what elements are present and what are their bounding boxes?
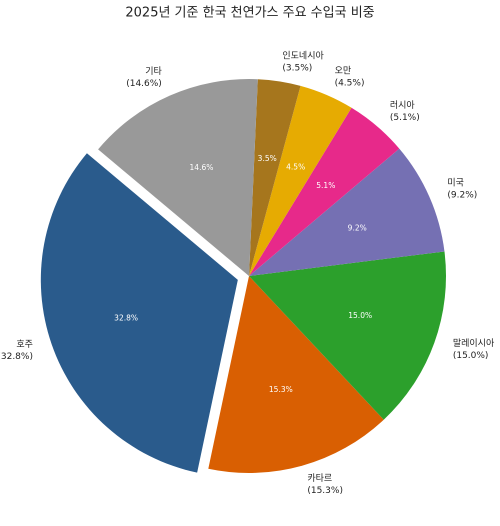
slice-value-label: 14.6% bbox=[190, 163, 214, 172]
pie-slice bbox=[249, 148, 445, 276]
slice-percent-label: (3.5%) bbox=[282, 63, 312, 73]
slice-value-label: 32.8% bbox=[114, 313, 138, 322]
slice-percent-label: (5.1%) bbox=[390, 113, 420, 123]
pie-slice bbox=[208, 276, 384, 473]
slice-value-label: 5.1% bbox=[316, 181, 335, 190]
slice-percent-label: (9.2%) bbox=[447, 190, 477, 200]
slice-value-label: 15.3% bbox=[269, 385, 293, 394]
slice-category-label: 미국 bbox=[447, 177, 464, 188]
slice-category-label: 인도네시아 bbox=[282, 50, 324, 61]
slice-percent-label: (4.5%) bbox=[335, 78, 365, 88]
pie-slice bbox=[98, 79, 258, 276]
slice-category-label: 말레이시아 bbox=[453, 337, 495, 349]
slice-percent-label: (15.3%) bbox=[307, 486, 343, 496]
pie-slice bbox=[40, 153, 238, 473]
slice-value-label: 3.5% bbox=[258, 154, 277, 163]
pie-slice bbox=[249, 79, 301, 276]
slice-category-label: 오만 bbox=[335, 65, 352, 76]
slice-category-label: 러시아 bbox=[390, 100, 416, 111]
chart-title: 2025년 기준 한국 천연가스 주요 수입국 비중 bbox=[125, 6, 374, 21]
slice-category-label: 카타르 bbox=[307, 473, 332, 484]
slice-value-label: 9.2% bbox=[348, 223, 367, 232]
pie-slice bbox=[249, 251, 446, 420]
slice-category-label: 기타 bbox=[145, 66, 162, 77]
slice-percent-label: (32.8%) bbox=[0, 352, 33, 362]
pie-slice bbox=[249, 85, 352, 276]
slice-percent-label: (15.0%) bbox=[453, 351, 489, 361]
slice-category-label: 호주 bbox=[16, 339, 33, 350]
slice-value-label: 4.5% bbox=[286, 162, 305, 171]
slice-value-label: 15.0% bbox=[348, 311, 372, 320]
pie-slice bbox=[249, 107, 400, 277]
slice-percent-label: (14.6%) bbox=[126, 79, 162, 89]
